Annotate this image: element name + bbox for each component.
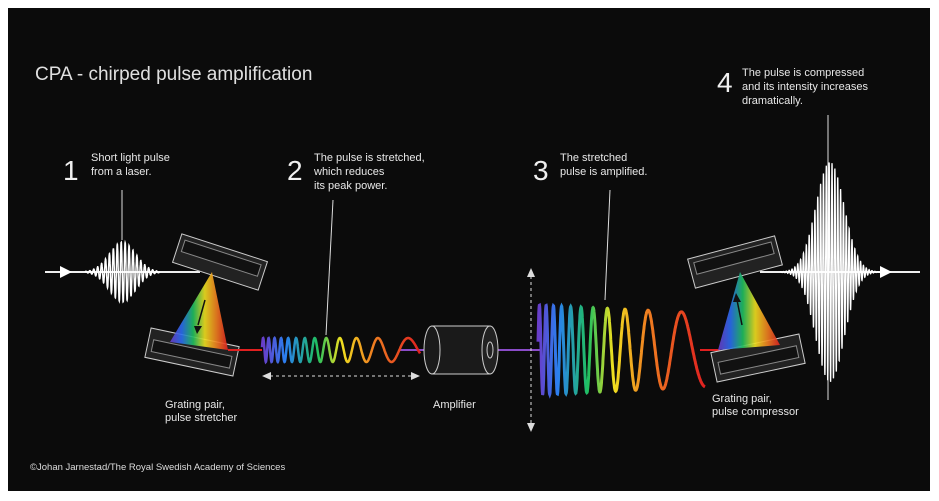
step-text: from a laser. xyxy=(91,166,152,178)
step-number: 4 xyxy=(717,67,733,98)
step-text: dramatically. xyxy=(742,95,803,107)
arrow-heads xyxy=(262,268,535,432)
waves xyxy=(84,162,881,399)
dimension-arrows xyxy=(270,276,532,424)
credit: ©Johan Jarnestad/The Royal Swedish Acade… xyxy=(30,462,285,473)
label: Grating pair, xyxy=(712,393,772,405)
step-text: which reduces xyxy=(313,166,385,178)
step-text: pulse is amplified. xyxy=(560,166,647,178)
amplifier xyxy=(423,325,499,375)
title: CPA - chirped pulse amplification xyxy=(35,64,312,85)
step-text: The stretched xyxy=(560,152,627,164)
label: Amplifier xyxy=(433,399,476,411)
step-text: The pulse is compressed xyxy=(742,67,864,79)
stretched-pulse xyxy=(260,336,422,365)
step-text: its peak power. xyxy=(314,180,387,192)
step-number: 1 xyxy=(63,155,79,186)
step-number: 3 xyxy=(533,155,549,186)
label: pulse stretcher xyxy=(165,412,237,424)
grating-stretcher xyxy=(144,233,269,377)
compressed-pulse xyxy=(779,162,881,382)
short-pulse xyxy=(84,239,161,304)
label: pulse compressor xyxy=(712,406,799,418)
amplified-pulse xyxy=(536,302,706,399)
label: Grating pair, xyxy=(165,399,225,411)
step-text: and its intensity increases xyxy=(742,81,868,93)
step-text: Short light pulse xyxy=(91,152,170,164)
step-number: 2 xyxy=(287,155,303,186)
step-text: The pulse is stretched, xyxy=(314,152,425,164)
grating-compressor xyxy=(687,235,806,383)
